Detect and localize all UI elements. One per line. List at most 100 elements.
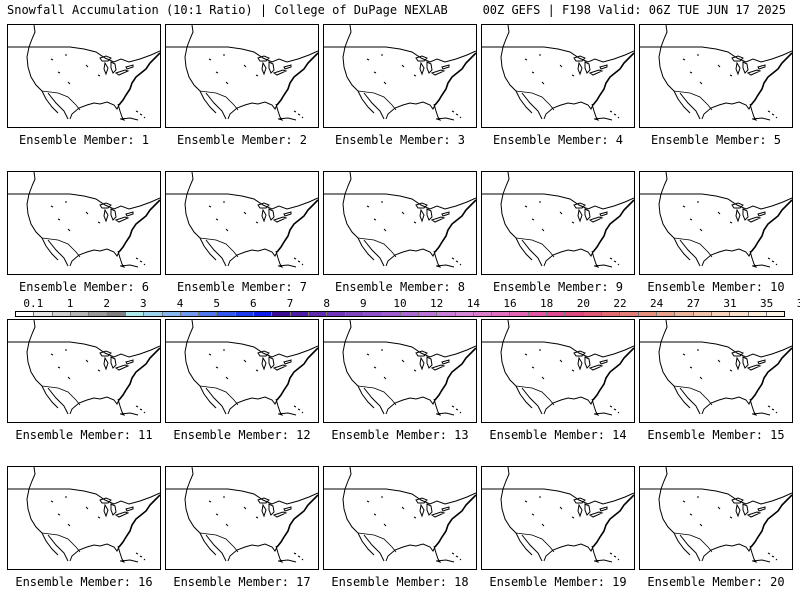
florida	[433, 250, 442, 268]
lake-dots	[366, 201, 417, 232]
florida	[749, 545, 758, 563]
mexico-pacific-coast	[521, 239, 543, 267]
mexico-pacific-coast	[47, 387, 69, 415]
colorbar-segment	[309, 312, 328, 316]
colorbar-label: 20	[576, 297, 590, 310]
baja-peninsula	[41, 90, 59, 114]
gulf-coast	[543, 396, 594, 415]
west-coast	[26, 320, 43, 387]
ensemble-member-map	[639, 466, 793, 570]
baja-peninsula	[199, 385, 217, 409]
great-lakes	[99, 55, 134, 76]
colorbar-segment	[254, 312, 273, 316]
cuba	[435, 117, 455, 121]
baja-peninsula	[673, 385, 691, 409]
gulf-coast	[701, 101, 752, 120]
ensemble-member-label: Ensemble Member: 20	[647, 575, 785, 589]
us-basemap	[166, 320, 318, 416]
baja-peninsula	[515, 385, 533, 409]
colorbar-segment	[730, 312, 749, 316]
colorbar-segment	[675, 312, 694, 316]
colorbar-segment	[125, 312, 145, 316]
mexico-border	[199, 90, 239, 111]
colorbar-segment	[473, 312, 493, 316]
lake-dots	[682, 349, 733, 380]
colorbar-segment	[400, 312, 419, 316]
ensemble-member-map	[7, 466, 161, 570]
colorbar-segment	[602, 312, 621, 316]
west-coast	[500, 25, 517, 92]
gulf-coast	[385, 396, 436, 415]
gulf-coast	[227, 543, 278, 562]
mexico-border	[41, 237, 81, 258]
lake-dots	[50, 496, 101, 527]
bahamas	[767, 552, 778, 561]
ensemble-member-label: Ensemble Member: 12	[173, 428, 311, 442]
ensemble-member-label: Ensemble Member: 13	[331, 428, 469, 442]
ensemble-member-label: Ensemble Member: 1	[18, 133, 150, 147]
great-lakes	[573, 497, 608, 518]
florida	[433, 398, 442, 416]
canada-border	[640, 341, 792, 358]
great-lakes	[415, 350, 450, 371]
mexico-pacific-coast	[521, 534, 543, 562]
us-basemap	[640, 320, 792, 416]
mexico-pacific-coast	[205, 239, 227, 267]
colorbar-segment	[382, 312, 401, 316]
colorbar-label: 24	[650, 297, 664, 310]
ensemble-member-map	[481, 24, 635, 128]
bahamas	[609, 257, 620, 266]
colorbar-segment	[235, 312, 255, 316]
ensemble-member-label: Ensemble Member: 10	[647, 280, 785, 294]
colorbar-label: 2	[103, 297, 110, 310]
mexico-pacific-coast	[205, 534, 227, 562]
gulf-coast	[385, 248, 436, 267]
colorbar-label: 9	[360, 297, 367, 310]
run-valid-time: 00Z GEFS | F198 Valid: 06Z TUE JUN 17 20…	[482, 3, 786, 17]
ensemble-member-map	[323, 24, 477, 128]
west-coast	[184, 25, 201, 92]
colorbar-label: 8	[323, 297, 330, 310]
colorbar-segment	[363, 312, 383, 316]
ensemble-member-label: Ensemble Member: 7	[176, 280, 308, 294]
ensemble-member-map	[323, 171, 477, 275]
baja-peninsula	[673, 90, 691, 114]
mexico-pacific-coast	[363, 239, 385, 267]
canada-border	[324, 46, 476, 63]
east-coast	[118, 494, 160, 548]
colorbar-segment	[89, 312, 108, 316]
lake-dots	[682, 201, 733, 232]
bahamas	[767, 110, 778, 119]
florida	[275, 250, 284, 268]
baja-peninsula	[357, 90, 375, 114]
west-coast	[26, 467, 43, 534]
baja-peninsula	[357, 385, 375, 409]
mexico-pacific-coast	[521, 387, 543, 415]
mexico-pacific-coast	[363, 92, 385, 120]
us-basemap	[166, 25, 318, 121]
colorbar-segment	[290, 312, 309, 316]
ensemble-member-label: Ensemble Member: 3	[334, 133, 466, 147]
baja-peninsula	[357, 237, 375, 261]
lake-dots	[366, 54, 417, 85]
great-lakes	[415, 202, 450, 223]
us-basemap	[324, 467, 476, 563]
us-basemap	[640, 172, 792, 268]
east-coast	[118, 52, 160, 106]
canada-border	[324, 341, 476, 358]
east-coast	[118, 199, 160, 253]
florida	[117, 398, 126, 416]
us-basemap	[8, 172, 160, 268]
canada-border	[166, 46, 318, 63]
colorbar-segment	[437, 312, 456, 316]
west-coast	[658, 25, 675, 92]
east-coast	[592, 494, 634, 548]
ensemble-member-label: Ensemble Member: 14	[489, 428, 627, 442]
baja-peninsula	[515, 237, 533, 261]
colorbar-label: 22	[613, 297, 627, 310]
cuba	[751, 412, 771, 416]
florida	[275, 398, 284, 416]
colorbar-label: 27	[686, 297, 700, 310]
colorbar-label: 10	[393, 297, 407, 310]
mexico-pacific-coast	[679, 387, 701, 415]
